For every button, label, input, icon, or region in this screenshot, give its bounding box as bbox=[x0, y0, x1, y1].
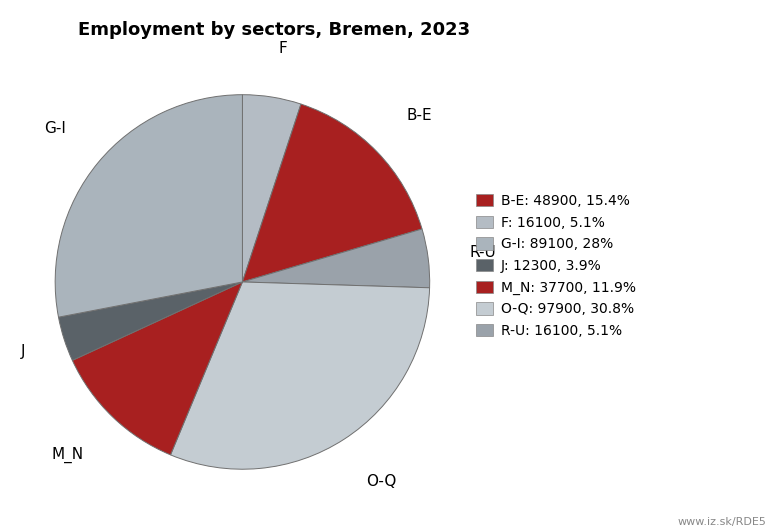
Wedge shape bbox=[242, 95, 301, 282]
Text: M_N: M_N bbox=[52, 446, 84, 463]
Text: J: J bbox=[20, 344, 25, 359]
Text: R-U: R-U bbox=[469, 245, 496, 260]
Wedge shape bbox=[242, 104, 422, 282]
Text: O-Q: O-Q bbox=[366, 474, 396, 489]
Text: F: F bbox=[278, 41, 287, 56]
Text: G-I: G-I bbox=[45, 121, 66, 136]
Text: B-E: B-E bbox=[407, 108, 432, 123]
Wedge shape bbox=[242, 229, 429, 288]
Wedge shape bbox=[56, 95, 242, 317]
Legend: B-E: 48900, 15.4%, F: 16100, 5.1%, G-I: 89100, 28%, J: 12300, 3.9%, M_N: 37700, : B-E: 48900, 15.4%, F: 16100, 5.1%, G-I: … bbox=[476, 194, 636, 338]
Text: Employment by sectors, Bremen, 2023: Employment by sectors, Bremen, 2023 bbox=[77, 21, 470, 39]
Text: www.iz.sk/RDE5: www.iz.sk/RDE5 bbox=[677, 517, 766, 527]
Wedge shape bbox=[170, 282, 429, 469]
Wedge shape bbox=[59, 282, 242, 360]
Wedge shape bbox=[73, 282, 242, 455]
